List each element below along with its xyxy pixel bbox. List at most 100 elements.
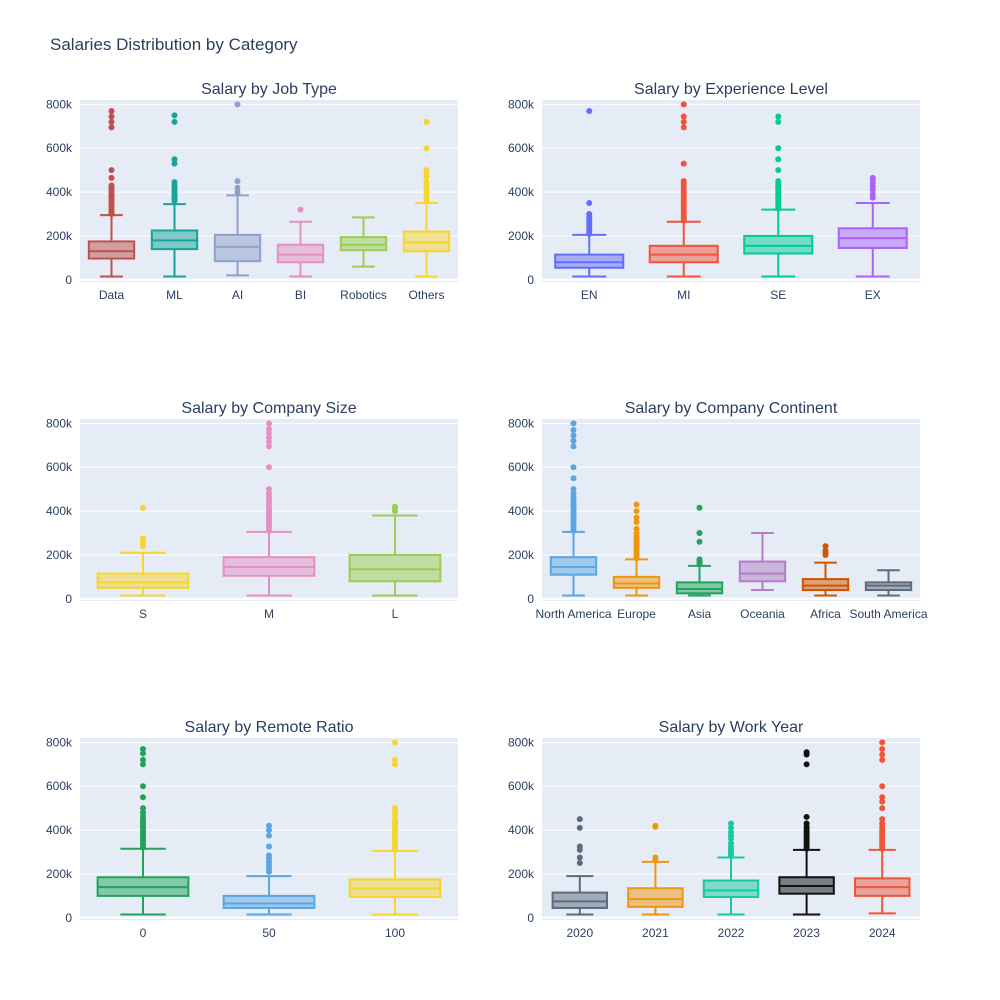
iqr-box bbox=[348, 553, 442, 583]
outlier-point bbox=[680, 178, 687, 185]
box-m bbox=[222, 420, 316, 597]
outlier-point bbox=[775, 118, 782, 125]
y-tick-label: 200k bbox=[46, 229, 73, 243]
outlier-point bbox=[775, 156, 782, 163]
outlier-point bbox=[266, 827, 272, 834]
outlier-point bbox=[297, 206, 304, 213]
box-data bbox=[87, 107, 136, 278]
y-tick-label: 400k bbox=[46, 823, 73, 837]
outlier-point bbox=[633, 508, 640, 515]
y-tick-label: 600k bbox=[46, 141, 73, 155]
x-tick-label: 2021 bbox=[642, 926, 669, 940]
outlier-point bbox=[392, 503, 398, 510]
subplot-title: Salary by Experience Level bbox=[634, 81, 828, 98]
outlier-point bbox=[234, 189, 241, 196]
box-0 bbox=[96, 745, 190, 916]
outlier-point bbox=[879, 794, 886, 801]
outlier-point bbox=[266, 425, 272, 432]
outlier-point bbox=[266, 822, 272, 829]
outlier-point bbox=[803, 813, 810, 820]
outlier-point bbox=[266, 486, 272, 493]
outlier-point bbox=[576, 816, 583, 823]
iqr-box bbox=[675, 581, 724, 595]
subplot-4: 0 200k 400k 600k 800k Salary by Company Conti… bbox=[508, 400, 928, 621]
outlier-point bbox=[586, 211, 593, 218]
y-tick-label: 600k bbox=[508, 779, 535, 793]
iqr-box bbox=[702, 879, 760, 898]
x-tick-label: MI bbox=[677, 288, 690, 302]
outlier-point bbox=[392, 761, 398, 768]
outlier-point bbox=[266, 443, 272, 450]
box-north-america bbox=[549, 420, 598, 597]
y-tick-label: 0 bbox=[527, 911, 534, 925]
y-tick-label: 200k bbox=[46, 867, 73, 881]
outlier-point bbox=[266, 843, 272, 850]
outlier-point bbox=[775, 145, 782, 152]
outlier-point bbox=[586, 200, 593, 207]
outlier-point bbox=[652, 822, 659, 829]
outlier-point bbox=[652, 854, 659, 861]
plot-area bbox=[542, 100, 920, 282]
subplot-title: Salary by Remote Ratio bbox=[185, 719, 354, 736]
outlier-point bbox=[171, 156, 178, 163]
outlier-point bbox=[140, 809, 146, 816]
outlier-point bbox=[423, 145, 430, 152]
outlier-point bbox=[696, 556, 703, 563]
outlier-point bbox=[633, 519, 640, 526]
outlier-point bbox=[803, 749, 810, 756]
iqr-box bbox=[612, 575, 661, 589]
outlier-point bbox=[266, 430, 272, 437]
outlier-point bbox=[869, 191, 876, 198]
box-africa bbox=[801, 543, 850, 597]
x-tick-label: Others bbox=[408, 288, 444, 302]
outlier-point bbox=[576, 854, 583, 861]
subplot-grid: 0 200k 400k 600k 800k Salary by Job Type Data M… bbox=[46, 81, 928, 940]
outlier-point bbox=[633, 514, 640, 521]
box-2021 bbox=[627, 822, 684, 916]
y-tick-label: 600k bbox=[46, 779, 73, 793]
x-tick-label: 0 bbox=[140, 926, 147, 940]
outlier-point bbox=[570, 490, 577, 497]
box-others bbox=[402, 118, 451, 278]
outlier-point bbox=[576, 843, 583, 850]
y-tick-label: 400k bbox=[46, 504, 73, 518]
outlier-point bbox=[633, 525, 640, 532]
box-2024 bbox=[853, 739, 911, 915]
outlier-point bbox=[570, 420, 577, 427]
outlier-point bbox=[633, 530, 640, 537]
outlier-point bbox=[108, 113, 115, 120]
outlier-point bbox=[775, 178, 782, 185]
subplot-1: 0 200k 400k 600k 800k Salary by Job Type Data M… bbox=[46, 81, 458, 302]
x-tick-label: 2023 bbox=[793, 926, 820, 940]
outlier-point bbox=[140, 805, 146, 812]
x-tick-label: EN bbox=[581, 288, 598, 302]
y-tick-label: 400k bbox=[508, 823, 535, 837]
outlier-point bbox=[570, 464, 577, 471]
y-tick-label: 200k bbox=[508, 548, 535, 562]
outlier-point bbox=[140, 504, 146, 511]
outlier-point bbox=[570, 443, 577, 450]
outlier-point bbox=[266, 490, 272, 497]
y-tick-label: 400k bbox=[46, 185, 73, 199]
iqr-box bbox=[801, 578, 850, 592]
box-europe bbox=[612, 501, 661, 597]
x-tick-label: Data bbox=[99, 288, 125, 302]
outlier-point bbox=[266, 832, 272, 839]
x-tick-label: M bbox=[264, 607, 274, 621]
outlier-point bbox=[171, 179, 178, 186]
box-50 bbox=[222, 822, 316, 916]
iqr-box bbox=[627, 887, 684, 908]
outlier-point bbox=[803, 820, 810, 827]
outlier-point bbox=[822, 547, 829, 554]
outlier-point bbox=[266, 852, 272, 859]
outlier-point bbox=[570, 486, 577, 493]
outlier-point bbox=[775, 167, 782, 174]
subplot-title: Salary by Work Year bbox=[659, 719, 804, 736]
outlier-point bbox=[879, 783, 886, 790]
subplot-5: 0 200k 400k 600k 800k Salary by Remote Ratio 0… bbox=[46, 719, 458, 940]
iqr-box bbox=[738, 560, 787, 583]
outlier-point bbox=[696, 504, 703, 511]
y-tick-label: 400k bbox=[508, 504, 535, 518]
x-tick-label: 100 bbox=[385, 926, 405, 940]
outlier-point bbox=[803, 761, 810, 768]
